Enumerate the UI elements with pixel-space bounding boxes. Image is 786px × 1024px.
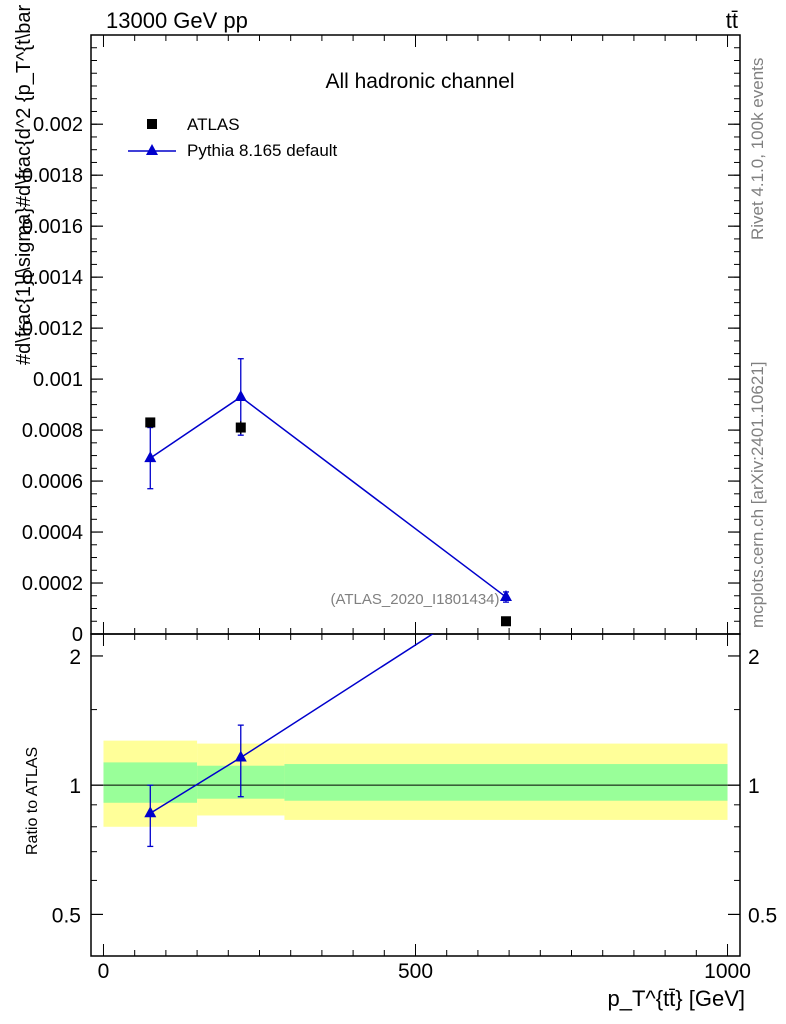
ratio-pythia-point xyxy=(234,750,247,762)
pythia-point xyxy=(144,451,157,463)
main-axis-ticks: 0 0.0002 0.0004 0.0006 0.0008 0.001 0.0012 0.00… xyxy=(22,34,740,646)
main-ylabel: #d\frac{1}{\sigma}#d\frac{d^2 {p_T^{t\ba… xyxy=(13,0,35,365)
main-ytick-label: 0.0018 xyxy=(22,165,83,187)
atlas-point xyxy=(500,616,511,627)
rivet-label: Rivet 4.1.0, 100k events xyxy=(748,58,767,240)
ratio-pythia-point xyxy=(500,580,512,591)
ratio-ytick-label: 2 xyxy=(69,646,81,669)
x-axis-label: p_T^{tt̄} [GeV] xyxy=(607,986,745,1011)
ratio-ytick-label-right: 2 xyxy=(748,646,760,669)
analysis-annotation: (ATLAS_2020_I1801434) xyxy=(330,591,499,608)
legend: ATLAS Pythia 8.165 default xyxy=(128,115,338,160)
legend-atlas-label: ATLAS xyxy=(187,115,240,134)
main-ytick-label: 0.0006 xyxy=(22,471,83,493)
main-ytick-label: 0.0004 xyxy=(22,522,83,544)
main-ytick-label: 0 xyxy=(72,624,83,646)
main-ytick-label: 0.0014 xyxy=(22,267,83,289)
ratio-xtick-label: 500 xyxy=(398,960,433,983)
header-right: tt̄ xyxy=(726,8,738,33)
ratio-ytick-label: 0.5 xyxy=(52,904,81,927)
main-ytick-label: 0.0016 xyxy=(22,216,83,238)
legend-pythia-label: Pythia 8.165 default xyxy=(187,141,338,160)
main-ytick-label: 0.0002 xyxy=(22,573,83,595)
ratio-xtick-label: 0 xyxy=(98,960,110,983)
pythia-series-line xyxy=(149,396,507,598)
ratio-data-layer xyxy=(144,580,512,848)
header-left: 13000 GeV pp xyxy=(106,8,248,33)
ratio-xtick-label: 1000 xyxy=(704,960,751,983)
pythia-point xyxy=(499,590,512,602)
mcplots-label: mcplots.cern.ch [arXiv:2401.10621] xyxy=(748,362,767,628)
ratio-ytick-label: 1 xyxy=(69,775,81,798)
atlas-point xyxy=(235,422,246,433)
atlas-point xyxy=(145,417,156,428)
main-ytick-label: 0.001 xyxy=(33,369,83,391)
chart-title: All hadronic channel xyxy=(325,70,514,93)
main-ytick-label: 0.0008 xyxy=(22,420,83,442)
ratio-band-inner xyxy=(284,764,728,801)
ratio-pythia-point xyxy=(144,806,157,818)
ratio-ylabel: Ratio to ATLAS xyxy=(24,747,41,855)
ratio-ytick-label-right: 0.5 xyxy=(748,904,777,927)
main-ytick-label: 0.002 xyxy=(33,114,83,136)
ratio-bands xyxy=(103,740,728,827)
legend-atlas-marker xyxy=(147,119,157,129)
main-data-layer xyxy=(144,358,512,627)
main-ytick-label: 0.0012 xyxy=(22,318,83,340)
ratio-ytick-label-right: 1 xyxy=(748,775,760,798)
ratio-axis-ticks: 0.5 0.5 1 1 2 2 0 500 1000 xyxy=(52,634,777,983)
pythia-point xyxy=(234,389,247,401)
legend-pythia-marker xyxy=(146,144,158,155)
